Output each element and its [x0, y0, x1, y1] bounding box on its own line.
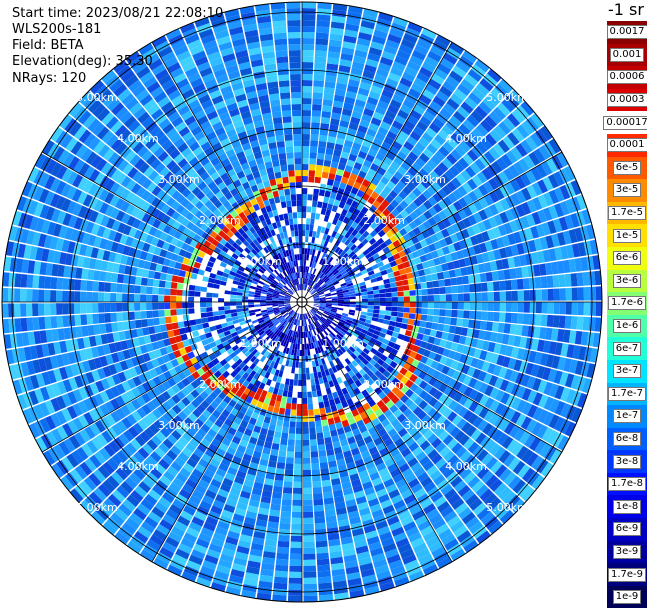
range-ring-label: 3.00km	[158, 419, 200, 432]
colorbar-swatch: 0.001	[607, 44, 647, 67]
colorbar-label: 0.00017	[603, 116, 647, 130]
colorbar-swatch: 1.7e-9	[607, 563, 647, 586]
range-ring-label: 5.00km	[486, 501, 528, 514]
colorbar-label: 3e-9	[613, 545, 642, 559]
colorbar-label: 1.7e-9	[608, 568, 646, 582]
colorbar-label: 0.0003	[607, 93, 647, 107]
colorbar-swatch: 1.7e-7	[607, 383, 647, 406]
colorbar-label: 1.7e-5	[608, 206, 646, 220]
colorbar-swatch: 3e-9	[607, 541, 647, 564]
range-ring-label: 1.00km	[322, 337, 364, 350]
range-ring-label: 2.00km	[199, 214, 241, 227]
colorbar-swatch: 3e-8	[607, 450, 647, 473]
colorbar-swatch: 6e-6	[607, 247, 647, 270]
colorbar-label: 0.0006	[607, 70, 647, 84]
colorbar-swatch: 1e-6	[607, 315, 647, 338]
range-ring-label: 5.00km	[76, 91, 118, 104]
colorbar-label: 3e-7	[613, 364, 642, 378]
start-time-label: Start time: 2023/08/21 22:08:10	[12, 6, 223, 22]
colorbar-label: 1e-8	[613, 500, 642, 514]
colorbar-swatch: 3e-7	[607, 360, 647, 383]
range-ring-label: 4.00km	[445, 460, 487, 473]
range-ring-label: 4.00km	[445, 132, 487, 145]
colorbar-label: 1e-5	[613, 229, 642, 243]
range-ring-label: 5.00km	[76, 501, 118, 514]
colorbar-unit-title: -1 sr	[608, 0, 644, 19]
colorbar-swatch: 0.0003	[607, 89, 647, 112]
colorbar-swatch: 6e-7	[607, 337, 647, 360]
range-ring-label: 3.00km	[158, 173, 200, 186]
colorbar-swatch: 6e-5	[607, 157, 647, 180]
colorbar-swatch: 1e-9	[607, 586, 647, 608]
range-ring-label: 3.00km	[404, 173, 446, 186]
colorbar-label: 0.0001	[607, 138, 647, 152]
colorbar-swatch: 1e-8	[607, 495, 647, 518]
range-ring-label: 5.00km	[486, 91, 528, 104]
colorbar-swatch: 1.7e-6	[607, 292, 647, 315]
range-ring-label: 1.00km	[240, 255, 282, 268]
ppi-scan-plot: 1.00km 1.00km 1.00km 1.00km 2.00km 2.00km 2.00…	[0, 0, 606, 607]
colorbar-swatch: 0.00017	[607, 111, 647, 134]
colorbar-label: 6e-7	[613, 342, 642, 356]
colorbar: 0.0017 0.001 0.0006 0.0003 0.00017 0.0001 6e-5…	[607, 21, 647, 608]
station-label: WLS200s-181	[12, 22, 101, 38]
range-ring-label: 3.00km	[404, 419, 446, 432]
range-ring-label: 2.00km	[199, 378, 241, 391]
colorbar-label: 6e-9	[613, 522, 642, 536]
colorbar-swatch: 1e-7	[607, 405, 647, 428]
range-ring-label: 4.00km	[117, 132, 159, 145]
colorbar-label: 3e-8	[613, 455, 642, 469]
colorbar-label: 6e-8	[613, 432, 642, 446]
range-ring-label: 4.00km	[117, 460, 159, 473]
colorbar-swatch: 1e-5	[607, 224, 647, 247]
colorbar-swatch: 1.7e-8	[607, 473, 647, 496]
elevation-label: Elevation(deg): 35.30	[12, 54, 153, 70]
colorbar-label: 1.7e-7	[608, 387, 646, 401]
range-ring-label: 1.00km	[240, 337, 282, 350]
colorbar-label: 6e-6	[613, 251, 642, 265]
range-ring-label: 1.00km	[322, 255, 364, 268]
colorbar-swatch: 6e-8	[607, 428, 647, 451]
colorbar-label: 6e-5	[613, 161, 642, 175]
colorbar-label: 1.7e-8	[608, 477, 646, 491]
range-ring-label: 2.00km	[363, 378, 405, 391]
colorbar-swatch: 6e-9	[607, 518, 647, 541]
colorbar-label: 1e-6	[613, 319, 642, 333]
colorbar-swatch: 3e-5	[607, 179, 647, 202]
colorbar-label: 0.0017	[607, 25, 647, 39]
colorbar-swatch: 3e-6	[607, 270, 647, 293]
colorbar-label: 1e-7	[613, 409, 642, 423]
nrays-label: NRays: 120	[12, 71, 86, 87]
radar-center-marker	[296, 296, 308, 308]
colorbar-swatch: 0.0017	[607, 21, 647, 44]
colorbar-label: 3e-5	[613, 183, 642, 197]
range-ring-label: 2.00km	[363, 214, 405, 227]
colorbar-label: 0.001	[610, 48, 645, 62]
colorbar-swatch: 1.7e-5	[607, 202, 647, 225]
colorbar-label: 1.7e-6	[608, 296, 646, 310]
colorbar-swatch: 0.0001	[607, 134, 647, 157]
field-label: Field: BETA	[12, 38, 83, 54]
colorbar-label: 3e-6	[613, 274, 642, 288]
colorbar-swatch: 0.0006	[607, 66, 647, 89]
colorbar-label: 1e-9	[613, 590, 642, 604]
